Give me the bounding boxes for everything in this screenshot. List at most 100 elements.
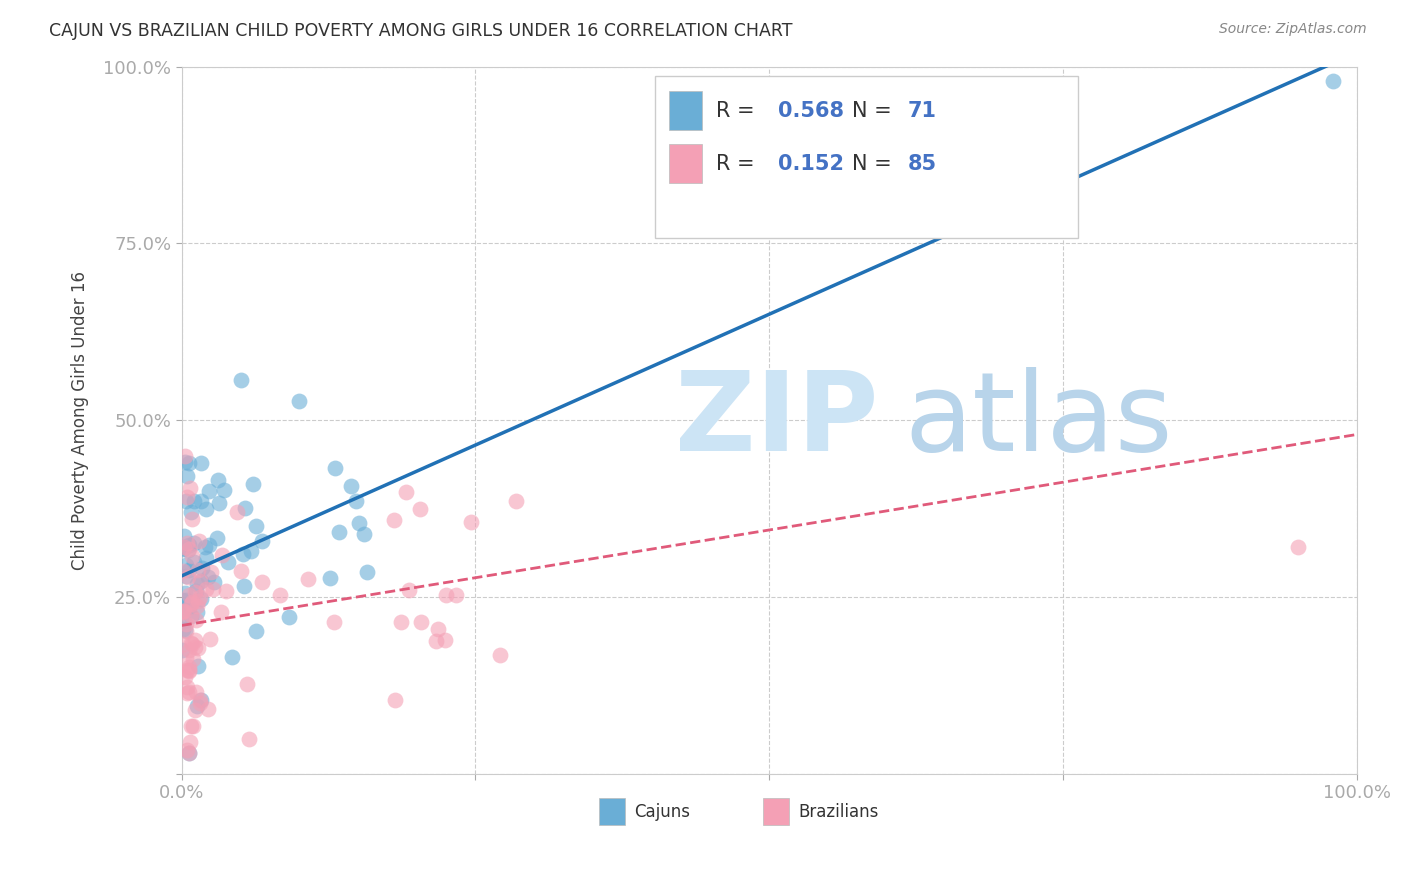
Point	[287, 394, 309, 409]
Point	[211, 605, 233, 619]
Point	[197, 569, 219, 583]
Point	[347, 516, 370, 531]
Point	[186, 599, 208, 613]
Point	[323, 460, 346, 475]
Point	[176, 617, 198, 632]
Point	[232, 547, 254, 561]
Point	[197, 702, 219, 716]
Text: 85: 85	[908, 154, 938, 174]
Point	[176, 686, 198, 700]
Point	[180, 594, 202, 608]
Point	[183, 494, 205, 508]
Point	[179, 599, 201, 614]
Point	[398, 582, 420, 597]
Text: Cajuns: Cajuns	[634, 803, 690, 821]
Point	[179, 643, 201, 657]
Point	[180, 505, 202, 519]
Point	[179, 563, 201, 577]
Point	[190, 494, 212, 508]
Point	[427, 622, 450, 636]
Point	[184, 583, 207, 598]
Point	[434, 587, 457, 601]
Point	[198, 484, 221, 499]
Point	[217, 555, 239, 569]
Point	[184, 613, 207, 627]
Point	[186, 605, 208, 619]
Text: Source: ZipAtlas.com: Source: ZipAtlas.com	[1219, 22, 1367, 37]
Point	[184, 632, 207, 647]
Y-axis label: Child Poverty Among Girls Under 16: Child Poverty Among Girls Under 16	[72, 271, 89, 570]
Point	[179, 538, 201, 552]
Point	[180, 635, 202, 649]
Text: 0.568: 0.568	[778, 101, 844, 120]
Point	[190, 592, 212, 607]
Text: 0.152: 0.152	[778, 154, 844, 174]
Point	[181, 549, 204, 563]
Point	[193, 540, 215, 554]
Point	[184, 703, 207, 717]
Point	[409, 502, 432, 516]
Point	[176, 743, 198, 757]
Point	[250, 533, 273, 548]
Point	[278, 610, 301, 624]
Point	[236, 677, 259, 691]
Point	[174, 593, 197, 607]
Point	[190, 692, 212, 706]
Point	[176, 535, 198, 549]
Point	[188, 534, 211, 549]
Point	[190, 561, 212, 575]
Point	[176, 680, 198, 694]
Point	[239, 544, 262, 558]
Point	[245, 624, 267, 638]
Point	[174, 651, 197, 665]
Point	[353, 527, 375, 541]
Point	[245, 519, 267, 533]
Point	[231, 374, 253, 388]
FancyBboxPatch shape	[763, 798, 789, 825]
Point	[173, 604, 195, 618]
Point	[174, 569, 197, 583]
Point	[187, 594, 209, 608]
Point	[186, 698, 208, 713]
Point	[177, 541, 200, 556]
Point	[208, 496, 231, 510]
Point	[202, 582, 225, 596]
Point	[172, 606, 194, 620]
Point	[176, 490, 198, 504]
Point	[425, 634, 447, 648]
Point	[188, 591, 211, 605]
Point	[177, 746, 200, 760]
FancyBboxPatch shape	[669, 91, 702, 130]
Point	[184, 640, 207, 654]
Point	[179, 588, 201, 602]
Point	[322, 615, 344, 629]
Point	[183, 536, 205, 550]
Point	[174, 449, 197, 463]
Point	[344, 493, 367, 508]
Point	[172, 564, 194, 578]
Point	[180, 598, 202, 612]
Text: Brazilians: Brazilians	[799, 803, 879, 821]
Point	[212, 483, 235, 497]
Point	[211, 548, 233, 562]
FancyBboxPatch shape	[669, 145, 702, 184]
Point	[177, 542, 200, 557]
Point	[176, 624, 198, 638]
Point	[382, 513, 405, 527]
Point	[177, 456, 200, 470]
Point	[188, 693, 211, 707]
Point	[181, 637, 204, 651]
Point	[180, 609, 202, 624]
Point	[231, 564, 253, 578]
Point	[1286, 540, 1309, 554]
Point	[233, 501, 256, 516]
Point	[173, 529, 195, 543]
Point	[174, 494, 197, 508]
Point	[269, 588, 291, 602]
Point	[446, 588, 468, 602]
Point	[409, 615, 432, 630]
Point	[395, 484, 418, 499]
Text: 71: 71	[908, 101, 936, 120]
Text: ZIP: ZIP	[675, 367, 879, 474]
Point	[180, 719, 202, 733]
